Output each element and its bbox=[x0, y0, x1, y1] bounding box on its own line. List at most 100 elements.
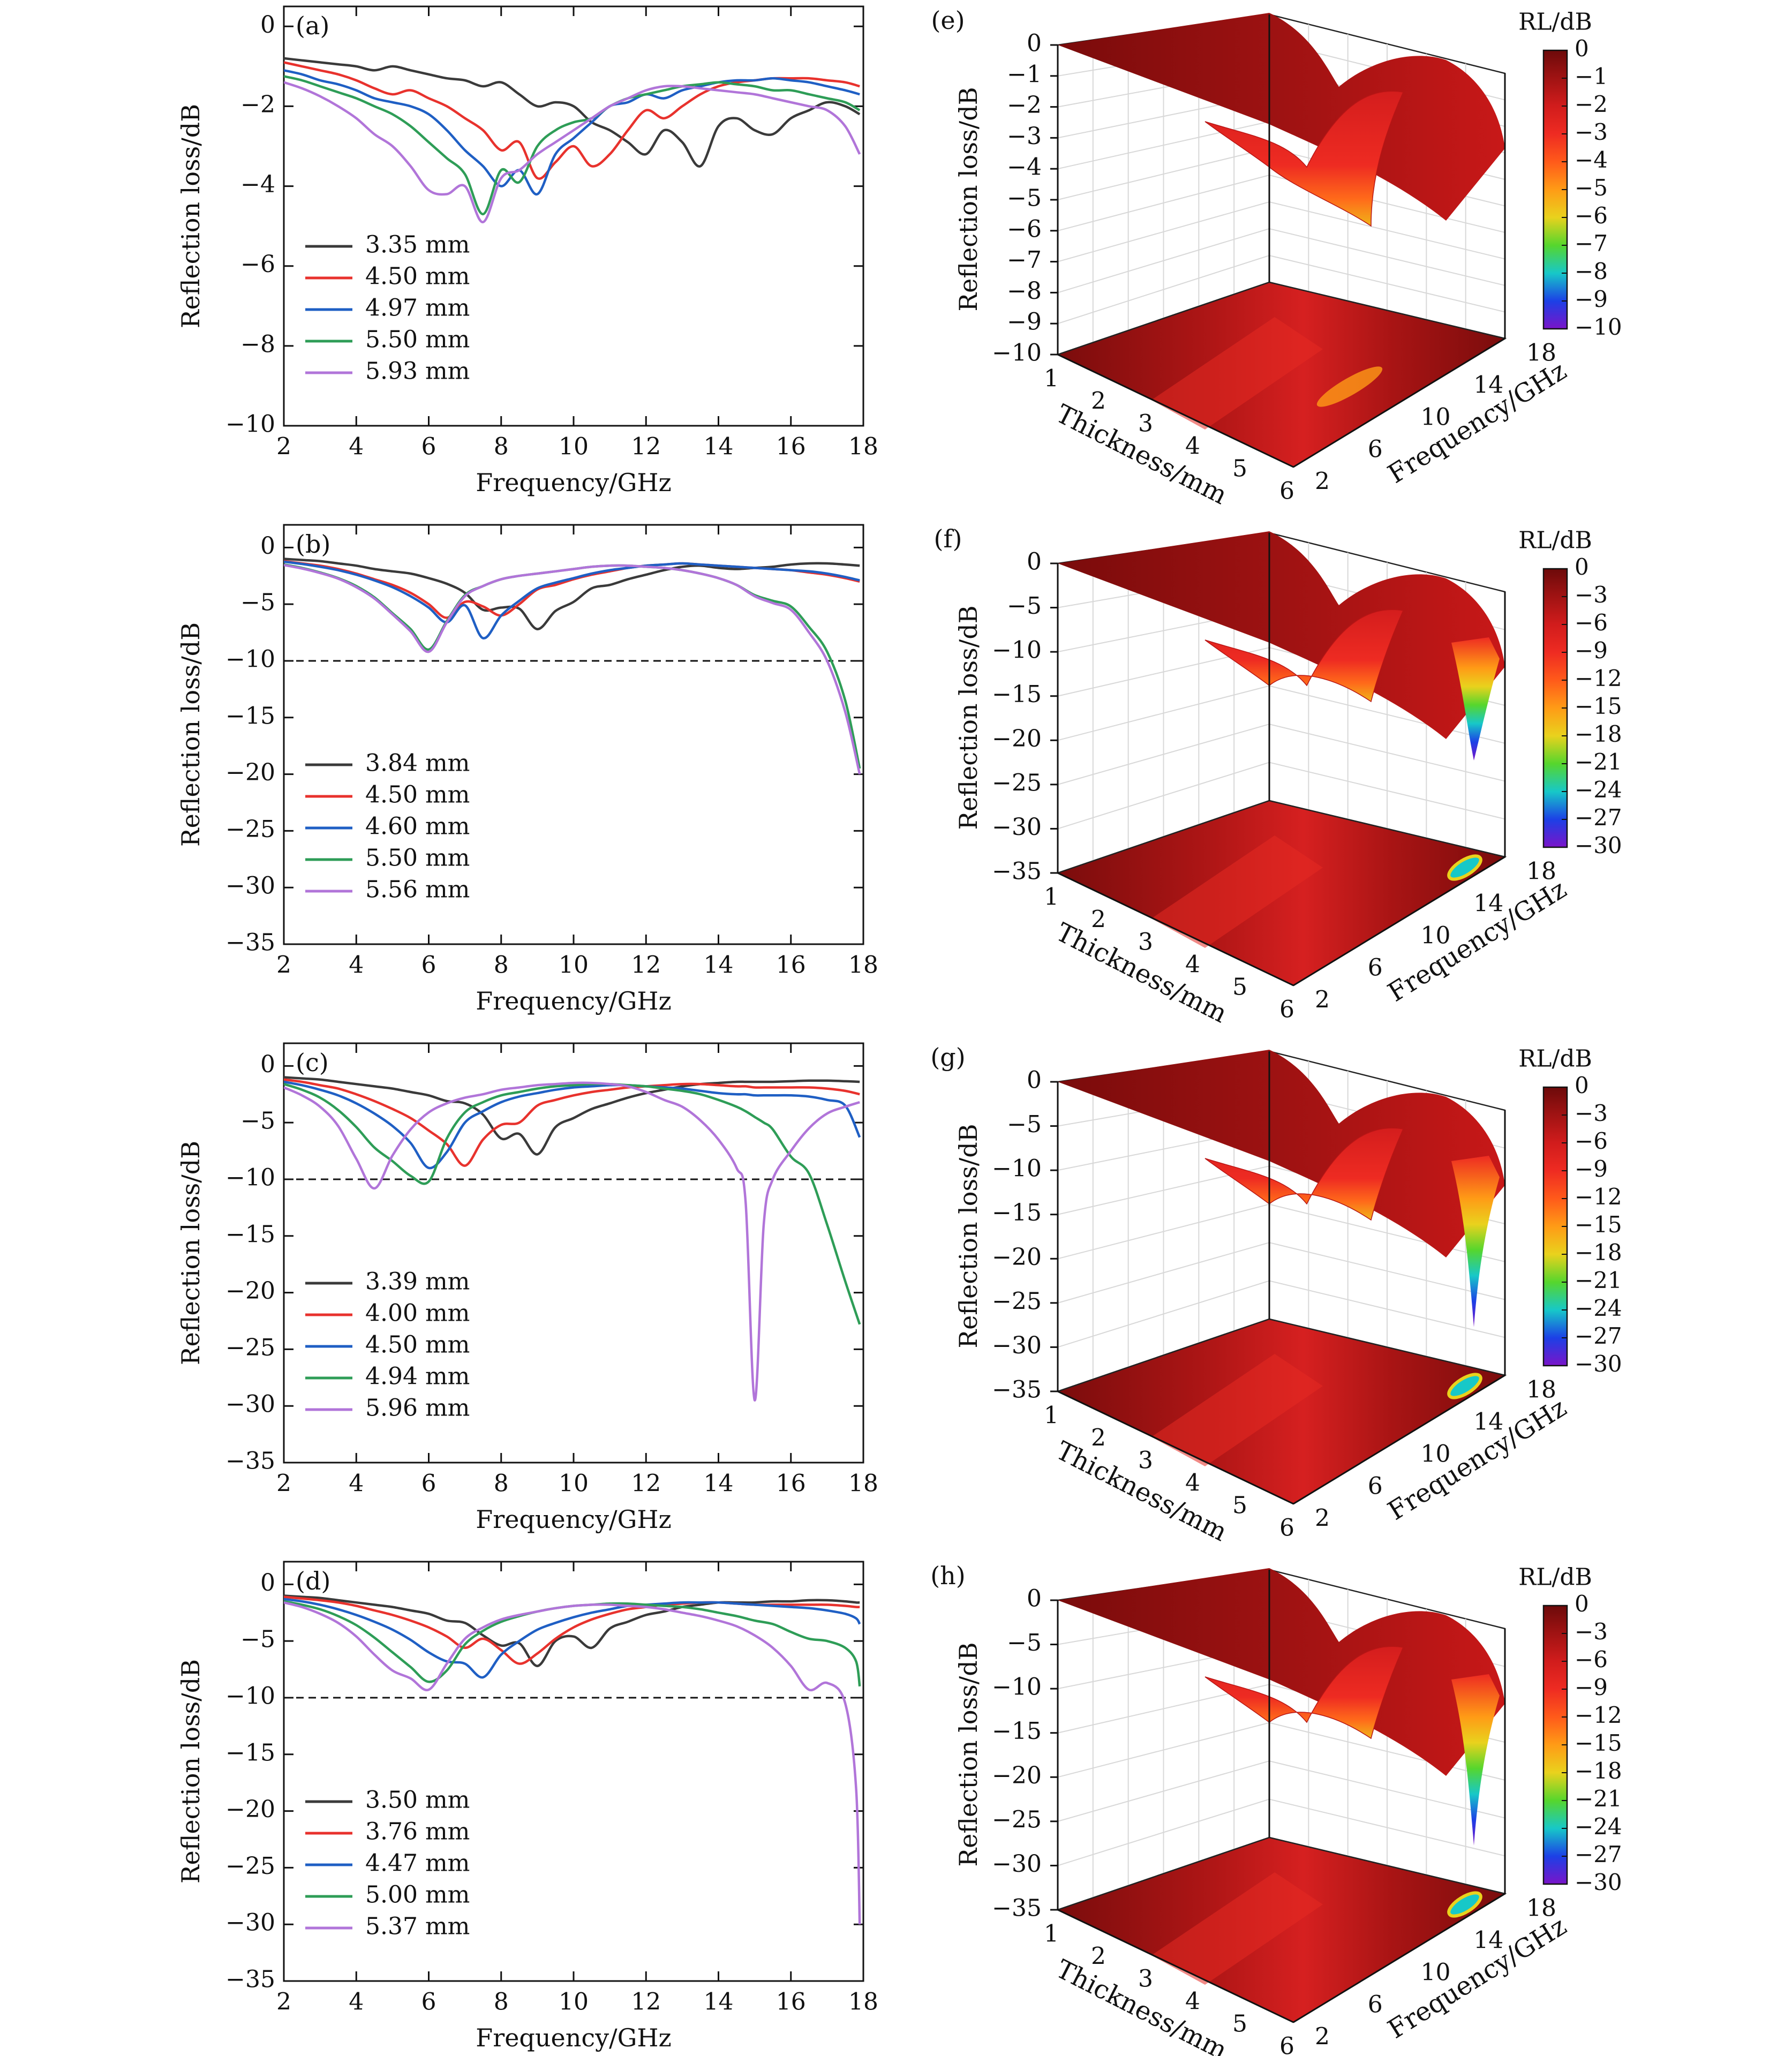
colorbar-tick-label: −7 bbox=[1575, 230, 1608, 257]
z-tick-label: −7 bbox=[1007, 246, 1042, 274]
thickness-tick-label: 1 bbox=[1044, 1402, 1059, 1429]
y-tick-label: −6 bbox=[240, 251, 275, 278]
frequency-tick-label: 2 bbox=[1315, 2023, 1330, 2051]
panel-label: (f) bbox=[934, 524, 962, 553]
z-axis-label: Reflection loss/dB bbox=[954, 1124, 983, 1348]
series-line-4-97-mm bbox=[284, 69, 860, 195]
series-lines bbox=[284, 558, 861, 775]
thickness-tick-label: 5 bbox=[1232, 2010, 1247, 2038]
colorbar-tick-label: −6 bbox=[1575, 1128, 1608, 1154]
series-line-5-56-mm bbox=[284, 563, 861, 775]
y-tick-label: −25 bbox=[225, 1852, 275, 1880]
z-tick-label: −10 bbox=[992, 1155, 1042, 1183]
x-tick-label: 16 bbox=[776, 952, 806, 979]
panel-label: (g) bbox=[930, 1043, 965, 1072]
series-lines bbox=[284, 1076, 861, 1402]
y-tick-label: −15 bbox=[225, 1739, 275, 1766]
y-tick-label: −25 bbox=[225, 1334, 275, 1361]
chart-c: 2 4 6 8 10 12 14 16 18 0 −5 −10 −15 −20 −25 −30 −35 Frequ… bbox=[176, 1042, 878, 1534]
colorbar-tick-label: −27 bbox=[1575, 804, 1622, 831]
plot-frame bbox=[283, 524, 864, 945]
y-tick-label: −5 bbox=[240, 1108, 275, 1135]
z-tick-label: −15 bbox=[992, 1718, 1042, 1745]
z-tick-label: −35 bbox=[992, 1376, 1042, 1404]
y-tick-label: −30 bbox=[225, 872, 275, 900]
thickness-tick-label: 2 bbox=[1091, 388, 1106, 415]
z-tick-label: −5 bbox=[1007, 1629, 1042, 1656]
frequency-tick-label: 10 bbox=[1421, 404, 1451, 431]
y-axis-label: Reflection loss/dB bbox=[176, 1141, 205, 1365]
colorbar-tick-label: −24 bbox=[1575, 1813, 1622, 1840]
series-line-3-76-mm bbox=[284, 1595, 860, 1665]
legend-entry: 5.50 mm bbox=[365, 326, 470, 353]
colorbar-title: RL/dB bbox=[1518, 1045, 1592, 1073]
y-tick-label: 0 bbox=[260, 1051, 275, 1078]
x-axis-label: Frequency/GHz bbox=[476, 986, 671, 1015]
z-tick-label: −20 bbox=[992, 1762, 1042, 1789]
series-line-5-96-mm bbox=[284, 1081, 860, 1402]
thickness-tick-label: 1 bbox=[1044, 365, 1059, 393]
colorbar-tick-label: −24 bbox=[1575, 777, 1622, 803]
z-tick-label: 0 bbox=[1027, 548, 1042, 576]
colorbar-tick-label: 0 bbox=[1575, 35, 1589, 62]
colorbar-tick-label: −3 bbox=[1575, 1100, 1608, 1126]
thickness-axis bbox=[1057, 1909, 1294, 2023]
colorbar-tick-label: −3 bbox=[1575, 119, 1608, 145]
legend-entry: 4.00 mm bbox=[365, 1300, 470, 1327]
y-tick-label: −15 bbox=[225, 702, 275, 729]
panel-label: (d) bbox=[296, 1567, 330, 1595]
y-tick-label: −30 bbox=[225, 1391, 275, 1418]
thickness-tick-label: 2 bbox=[1091, 906, 1106, 933]
legend-entry: 3.84 mm bbox=[365, 750, 470, 777]
colorbar-title: RL/dB bbox=[1518, 9, 1592, 36]
frequency-tick-label: 14 bbox=[1473, 1409, 1503, 1436]
colorbar-tick-label: −18 bbox=[1575, 721, 1622, 747]
z-axis-label: Reflection loss/dB bbox=[954, 1642, 983, 1866]
plot-frame bbox=[283, 5, 864, 427]
legend-entry: 4.97 mm bbox=[365, 295, 470, 322]
y-tick-label: −35 bbox=[225, 1448, 275, 1475]
z-axis-label: Reflection loss/dB bbox=[954, 87, 983, 311]
thickness-tick-label: 3 bbox=[1138, 1965, 1153, 1993]
x-axis-label: Frequency/GHz bbox=[476, 1505, 671, 1534]
colorbar-title: RL/dB bbox=[1518, 527, 1592, 554]
colorbar-tick-label: −10 bbox=[1575, 314, 1622, 340]
x-tick-label: 4 bbox=[349, 952, 364, 979]
y-tick-label: −20 bbox=[225, 759, 275, 786]
legend-entry: 4.50 mm bbox=[365, 1331, 470, 1359]
colorbar-tick-label: −12 bbox=[1575, 1184, 1622, 1210]
colorbar-tick-label: −18 bbox=[1575, 1239, 1622, 1266]
colorbar-tick-label: −6 bbox=[1575, 202, 1608, 229]
y-tick-label: −25 bbox=[225, 816, 275, 843]
z-tick-label: −20 bbox=[992, 725, 1042, 752]
legend-entry: 5.00 mm bbox=[365, 1881, 470, 1909]
series-line-5-93-mm bbox=[284, 81, 861, 223]
z-tick-label: 0 bbox=[1027, 1585, 1042, 1613]
y-tick-label: 0 bbox=[260, 11, 275, 39]
legend-entry: 4.50 mm bbox=[365, 781, 470, 809]
x-tick-label: 8 bbox=[494, 952, 509, 979]
frequency-tick-label: 18 bbox=[1526, 1376, 1556, 1404]
thickness-tick-label: 2 bbox=[1091, 1943, 1106, 1970]
chart-b: 2 4 6 8 10 12 14 16 18 0 −5 −10 −15 −20 −25 −30 −35 Frequ… bbox=[176, 524, 878, 1015]
x-tick-label: 2 bbox=[276, 1470, 291, 1497]
z-tick-label: −5 bbox=[1007, 592, 1042, 620]
line-plots-column: 2 4 6 8 10 12 14 16 18 0 −2 −4 −6 −8 −10 Frequency/GHz R… bbox=[176, 5, 878, 2052]
frequency-tick-label: 14 bbox=[1473, 1927, 1503, 1954]
colorbar-tick-label: 0 bbox=[1575, 1591, 1589, 1617]
colorbar-tick-label: −30 bbox=[1575, 1869, 1622, 1895]
thickness-tick-label: 5 bbox=[1232, 455, 1247, 483]
floor-band bbox=[1151, 1872, 1323, 1985]
colorbar-tick-label: −2 bbox=[1575, 91, 1608, 117]
series-line-4-50-mm bbox=[284, 1080, 861, 1170]
legend-entry: 5.56 mm bbox=[365, 876, 470, 903]
y-tick-label: −35 bbox=[225, 1966, 275, 1993]
plot-frame bbox=[283, 1042, 864, 1464]
legend-entry: 4.47 mm bbox=[365, 1850, 470, 1877]
z-tick-label: −30 bbox=[992, 1332, 1042, 1359]
colorbar-tick-label: −21 bbox=[1575, 1267, 1622, 1293]
x-tick-label: 8 bbox=[494, 433, 509, 461]
colorbar-tick-label: 0 bbox=[1575, 554, 1589, 580]
